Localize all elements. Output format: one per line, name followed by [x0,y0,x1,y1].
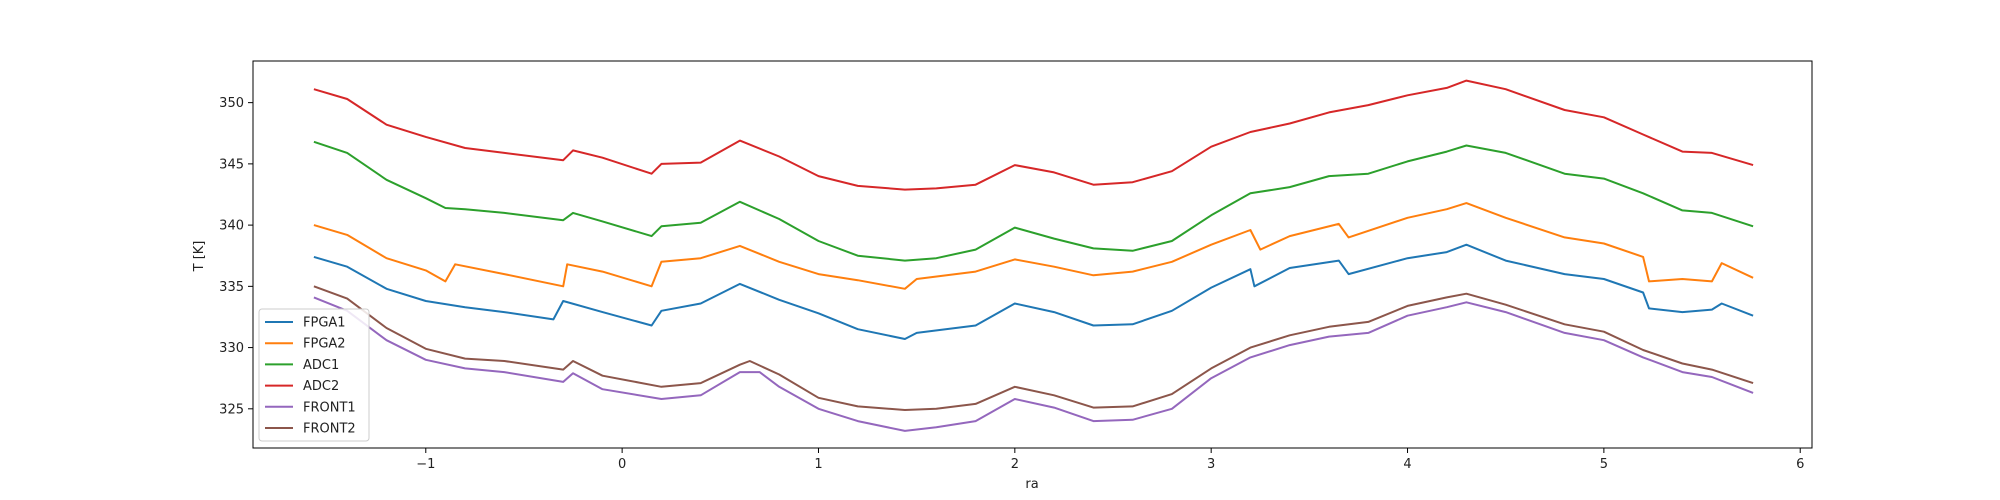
y-tick-label: 330 [219,341,244,356]
x-tick-label: −1 [416,457,435,472]
plot-frame [252,60,1813,449]
y-tick-label: 340 [219,219,244,234]
legend: FPGA1 FPGA2 ADC1 ADC2 FRONT1 FRONT2 [258,308,370,442]
x-tick-label: 6 [1796,457,1804,472]
series-line-front1 [313,296,1754,432]
x-tick-label: 4 [1403,457,1411,472]
series-layer [313,79,1754,432]
x-tick-label: 0 [618,457,626,472]
y-tick-label: 350 [219,96,244,111]
x-tick-label: 2 [1011,457,1019,472]
series-line-adc2 [313,79,1754,191]
legend-label-fpga2: FPGA2 [303,337,346,352]
series-line-front2 [313,285,1754,411]
series-line-fpga1 [313,243,1754,340]
series-line-adc1 [313,140,1754,262]
x-axis-title: ra [1025,477,1038,492]
x-tick-label: 1 [814,457,822,472]
legend-label-adc1: ADC1 [303,358,339,373]
legend-label-fpga1: FPGA1 [303,316,346,331]
legend-label-front1: FRONT1 [303,400,356,415]
series-line-fpga2 [313,202,1754,290]
y-tick-label: 335 [219,280,244,295]
x-tick-label: 3 [1207,457,1215,472]
legend-label-adc2: ADC2 [303,379,339,394]
x-tick-label: 5 [1600,457,1608,472]
y-axis-title: T [K] [192,241,207,273]
legend-label-front2: FRONT2 [303,422,356,437]
legend-box [258,308,370,442]
y-tick-label: 345 [219,157,244,172]
y-tick-label: 325 [219,402,244,417]
x-axis: −1 0 1 2 3 4 5 6 [416,448,1804,472]
y-axis: 325 330 335 340 345 350 [219,96,253,417]
